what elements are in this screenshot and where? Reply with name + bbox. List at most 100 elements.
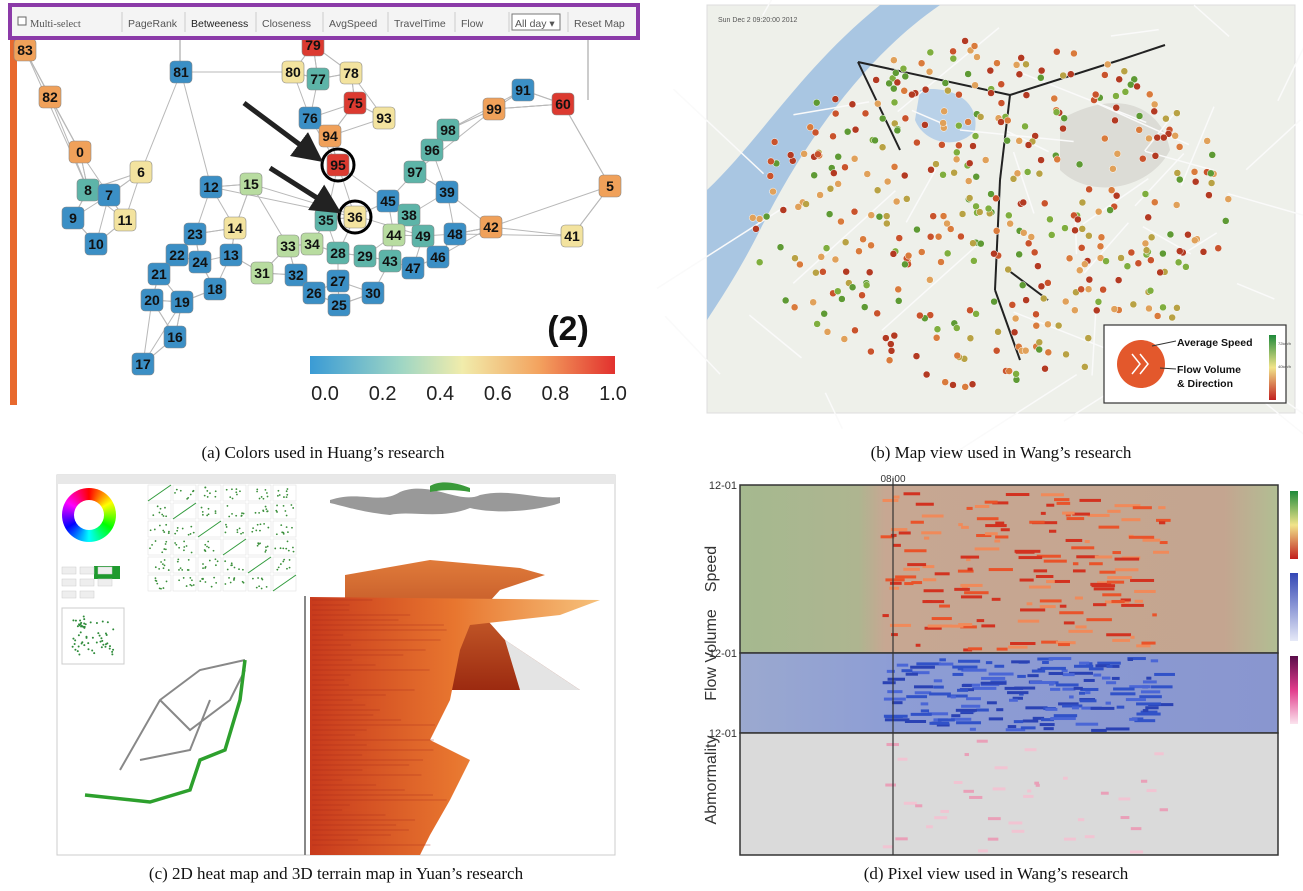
edge	[140, 71, 182, 173]
matrix-dot	[240, 514, 243, 517]
node-label: 9	[69, 210, 77, 226]
pixel	[963, 789, 974, 793]
pixel	[956, 721, 982, 725]
pixel	[1141, 641, 1156, 645]
pixel	[1093, 673, 1102, 677]
matrix-dot	[185, 585, 188, 587]
matrix-dot	[275, 533, 278, 536]
road	[1236, 282, 1275, 300]
matrix-dot	[255, 529, 258, 532]
matrix-dot	[165, 540, 168, 543]
node	[61, 206, 85, 230]
sensor-dot	[809, 298, 817, 307]
flow-link	[857, 61, 1011, 96]
control-field	[79, 590, 95, 599]
matrix-dot	[257, 543, 260, 546]
pixel	[1062, 673, 1075, 677]
sensor-dot	[949, 54, 958, 63]
pixel	[1065, 513, 1071, 517]
node-label: 78	[343, 65, 359, 81]
matrix-dot	[256, 490, 258, 493]
pixel	[1049, 529, 1057, 533]
matrix-dot	[156, 505, 159, 508]
node	[281, 60, 305, 84]
node-label: 21	[151, 266, 167, 282]
matrix-dot	[278, 494, 281, 496]
sensor-dot	[904, 251, 913, 260]
matrix-dot	[251, 530, 254, 533]
sensor-dot	[1003, 136, 1011, 145]
pixel	[885, 783, 896, 787]
pixel	[1083, 678, 1095, 682]
colorbar-label: 0.6	[484, 383, 512, 405]
pixel	[937, 718, 955, 722]
matrix-cell	[222, 484, 247, 502]
scatter-dot	[80, 621, 83, 624]
sensor-dot	[955, 141, 963, 150]
node-label: 11	[118, 212, 133, 228]
matrix-cell	[197, 556, 222, 574]
pixel	[1062, 704, 1083, 708]
sensor-dot	[762, 212, 771, 221]
pixel	[1100, 791, 1109, 795]
matrix-dot	[276, 494, 279, 497]
sensor-dot	[825, 210, 834, 218]
pixel	[1025, 706, 1048, 710]
pixel	[910, 712, 932, 716]
matrix-dot	[158, 511, 161, 514]
sensor-dot	[1106, 206, 1114, 214]
sensor-dot	[1044, 279, 1052, 287]
node	[372, 106, 396, 130]
pixel	[1017, 619, 1040, 623]
matrix-dot	[264, 550, 267, 553]
matrix-dot	[214, 490, 217, 493]
sensor-dot	[855, 247, 863, 255]
pixel	[1130, 578, 1155, 582]
panel-d: 08:00 12-01 12-01 12-01 Speed Flow Volume Abmo…	[703, 474, 1298, 856]
pixel	[1037, 657, 1054, 661]
sensor-dot	[862, 281, 871, 289]
pixel	[969, 795, 983, 799]
pixel	[1062, 687, 1076, 691]
pixel	[882, 498, 899, 502]
pixel	[1127, 657, 1146, 661]
node-label: 16	[167, 329, 183, 345]
sensor-dot	[831, 255, 840, 264]
pixel	[996, 647, 1008, 651]
pixel	[976, 517, 999, 521]
matrix-dot	[236, 531, 239, 534]
sensor-dot	[908, 90, 916, 99]
node-label: 79	[305, 37, 321, 53]
sensor-dot	[933, 325, 942, 333]
matrix-dot	[163, 559, 166, 561]
sensor-dot	[838, 295, 846, 303]
toolbar	[8, 3, 640, 40]
pixel	[1033, 569, 1048, 573]
sensor-dot	[878, 114, 887, 123]
matrix-cell	[147, 520, 172, 538]
matrix-dot	[187, 558, 190, 561]
sensor-dot	[1085, 275, 1094, 284]
matrix-dot	[235, 488, 238, 491]
pixel	[955, 708, 977, 712]
pixel	[1112, 664, 1120, 668]
pixel	[1098, 525, 1120, 529]
node	[426, 245, 450, 269]
sensor-dot	[1015, 137, 1023, 145]
matrix-cell	[222, 556, 247, 574]
pixel	[1024, 748, 1037, 752]
road	[1012, 151, 1035, 214]
pixel	[1068, 671, 1093, 675]
sensor-dot	[1075, 160, 1084, 169]
sensor-dot	[887, 340, 895, 348]
pixel	[1091, 584, 1116, 588]
node	[326, 153, 350, 177]
sensor-dot	[841, 163, 849, 172]
sensor-dot	[1127, 248, 1136, 257]
sensor-dot	[1173, 304, 1181, 312]
sensor-dot	[890, 163, 899, 171]
node	[68, 140, 92, 164]
arrow	[268, 165, 342, 214]
matrix-dot	[154, 540, 157, 542]
pixel	[1048, 672, 1064, 676]
